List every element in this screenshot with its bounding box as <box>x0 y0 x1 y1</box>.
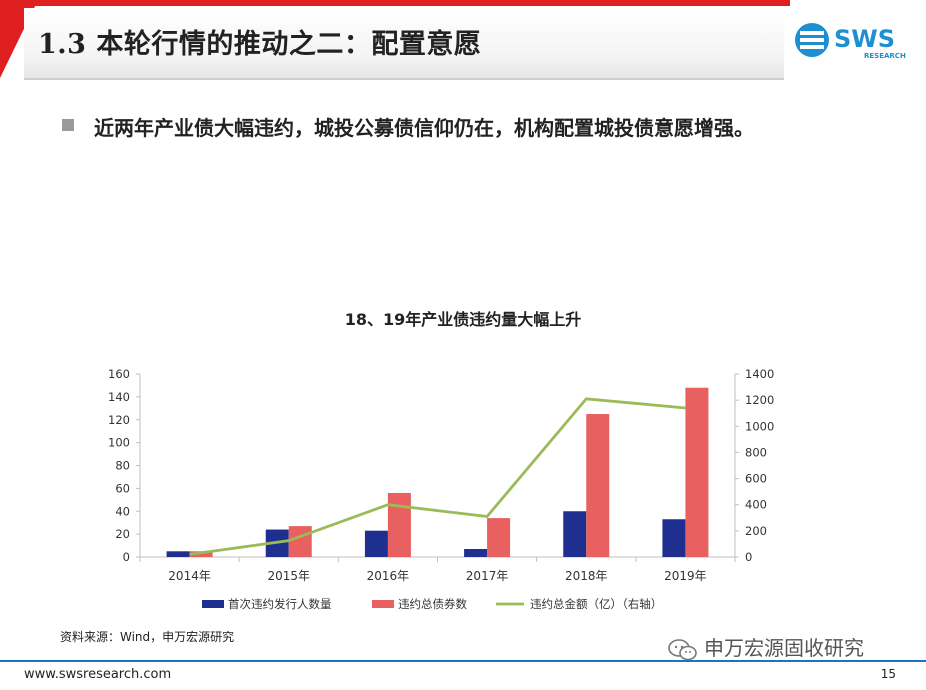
right-tick-label: 1200 <box>745 393 774 407</box>
left-tick-label: 20 <box>115 527 130 541</box>
left-tick-label: 40 <box>115 504 130 518</box>
wechat-icon <box>668 638 697 660</box>
bar-issuers <box>166 551 190 557</box>
chart-axes: 0 20 40 60 80 100 120 140 160 0 200 400 600 800 1000 12… <box>108 367 774 583</box>
bar-bonds <box>586 414 610 557</box>
sws-logo: SWS RESEARCH <box>795 23 906 60</box>
page-number: 15 <box>880 667 896 681</box>
logo-subtext: RESEARCH <box>864 52 906 60</box>
right-tick-label: 800 <box>745 445 767 459</box>
bar-bonds <box>387 492 411 557</box>
bullet-text: 近两年产业债大幅违约，城投公募债信仰仍在，机构配置城投债意愿增强。 <box>94 116 754 140</box>
chart-line <box>189 397 686 556</box>
chart-legend: 首次违约发行人数量 违约总债券数 违约总金额（亿）（右轴） <box>202 597 662 611</box>
x-tick-label: 2014年 <box>168 569 211 583</box>
legend-label: 违约总金额（亿）（右轴） <box>530 597 662 611</box>
watermark: 申万宏源固收研究 <box>668 632 864 661</box>
right-tick-label: 1400 <box>745 367 774 381</box>
bar-issuers <box>563 511 587 557</box>
left-tick-label: 0 <box>123 550 130 564</box>
legend-swatch <box>202 600 224 608</box>
left-tick-label: 160 <box>108 367 130 381</box>
logo-text: SWS <box>834 25 895 53</box>
bar-issuers <box>364 530 388 557</box>
legend-label: 违约总债券数 <box>398 597 467 611</box>
combo-chart: 0 20 40 60 80 100 120 140 160 0 200 400 600 800 1000 12… <box>108 367 774 611</box>
x-tick-label: 2017年 <box>466 569 509 583</box>
chart-title: 18、19年产业债违约量大幅上升 <box>344 310 582 329</box>
right-tick-label: 400 <box>745 498 767 512</box>
bar-bonds <box>685 387 709 557</box>
right-tick-label: 0 <box>745 550 752 564</box>
footer-url[interactable]: www.swsresearch.com <box>24 667 172 682</box>
legend-swatch <box>372 600 394 608</box>
chart-bars <box>166 387 709 557</box>
left-tick-label: 120 <box>108 413 130 427</box>
watermark-text: 申万宏源固收研究 <box>704 636 864 660</box>
x-tick-label: 2018年 <box>565 569 608 583</box>
bar-issuers <box>662 519 686 557</box>
bar-bonds <box>487 518 511 557</box>
bullet-marker <box>62 119 74 131</box>
source-note: 资料来源：Wind，申万宏源研究 <box>60 630 235 644</box>
title-box <box>24 8 784 80</box>
right-tick-label: 200 <box>745 524 767 538</box>
slide-title: 1.3 本轮行情的推动之二：配置意愿 <box>38 29 482 60</box>
slide-header: 1.3 本轮行情的推动之二：配置意愿 SWS RESEARCH <box>0 0 926 90</box>
bar-bonds <box>288 526 312 557</box>
x-tick-label: 2019年 <box>664 569 707 583</box>
legend-label: 首次违约发行人数量 <box>228 597 332 611</box>
header-red-bar <box>0 0 790 6</box>
footer-line <box>0 660 926 662</box>
right-tick-label: 1000 <box>745 419 774 433</box>
left-tick-label: 140 <box>108 390 130 404</box>
line-amount <box>189 397 686 556</box>
left-tick-label: 100 <box>108 436 130 450</box>
x-tick-label: 2016年 <box>367 569 410 583</box>
left-tick-label: 60 <box>115 481 130 495</box>
left-tick-label: 80 <box>115 459 130 473</box>
x-tick-label: 2015年 <box>267 569 310 583</box>
right-tick-label: 600 <box>745 472 767 486</box>
bar-issuers <box>464 548 488 557</box>
